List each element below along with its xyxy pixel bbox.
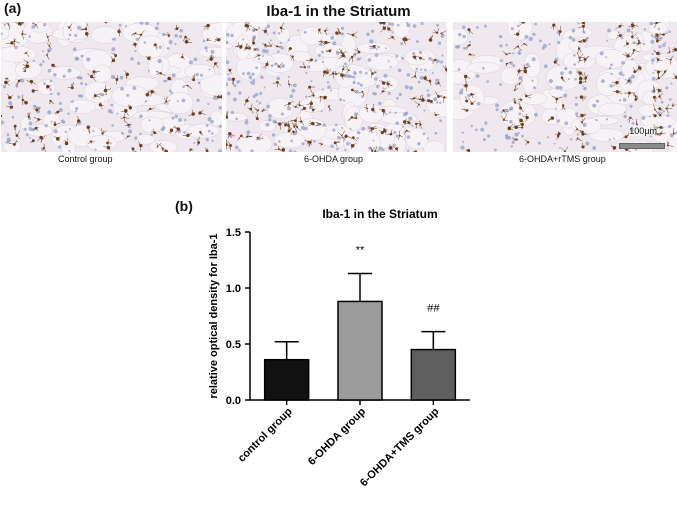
bar-2 <box>337 300 383 401</box>
panel-a-label: (a) <box>4 0 22 16</box>
scale-bar-label: 100μm <box>629 126 657 136</box>
y-tick-label: 1.5 <box>226 227 241 239</box>
caption-control: Control group <box>58 154 113 164</box>
x-tick-label: control group <box>236 405 295 464</box>
micrograph-6ohda-texture <box>226 22 447 152</box>
x-tick-label: 6-OHDA group <box>306 405 368 467</box>
y-axis-label: relative optical density for Iba-1 <box>208 233 220 398</box>
y-tick-label: 0.0 <box>226 395 241 407</box>
caption-6ohda-rtms: 6-OHDA+rTMS group <box>519 154 606 164</box>
y-tick-label: 1.0 <box>226 283 241 295</box>
micrograph-control <box>1 22 222 152</box>
x-tick-label: 6-OHDA+TMS group <box>358 405 442 489</box>
micrograph-control-texture <box>1 22 222 152</box>
y-tick-label: 0.5 <box>226 339 241 351</box>
micrograph-6ohda <box>226 22 447 152</box>
micrograph-6ohda-rtms: 100μm <box>453 22 677 152</box>
scale-bar <box>619 143 665 149</box>
bar-1 <box>263 358 310 401</box>
caption-6ohda: 6-OHDA group <box>304 154 364 164</box>
bar-3 <box>410 348 457 401</box>
significance-label: ## <box>427 303 440 315</box>
panel-b-label: (b) <box>175 198 193 214</box>
figure-a-title: Iba-1 in the Striatum <box>266 3 411 20</box>
significance-label: ** <box>356 244 365 256</box>
chart-title: Iba-1 in the Striatum <box>322 207 437 221</box>
